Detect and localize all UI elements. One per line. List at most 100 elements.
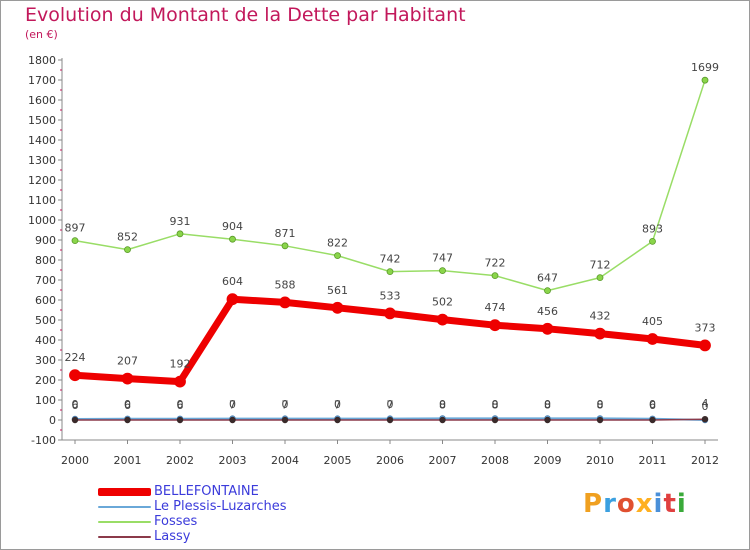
data-label-bellefontaine: 533 [380, 289, 401, 302]
data-point-bellefontaine [121, 372, 134, 385]
legend-swatch-bellefontaine [98, 488, 151, 496]
data-label-le-plessis-luzarches: 6 [124, 399, 131, 412]
data-point-lassy [176, 416, 184, 424]
legend-label-lassy: Lassy [154, 529, 191, 544]
legend-label-bellefontaine: BELLEFONTAINE [154, 484, 259, 499]
y-tick-label: 200 [35, 374, 56, 387]
data-label-bellefontaine: 373 [695, 321, 716, 334]
data-label-bellefontaine: 224 [65, 351, 86, 364]
data-point-fosses [334, 252, 341, 260]
proxiti-logo: Proxiti [583, 489, 687, 519]
logo-letter: i [653, 489, 664, 519]
data-label-le-plessis-luzarches: 7 [282, 399, 289, 412]
data-label-lassy: 0 [439, 398, 446, 411]
logo-letter: x [635, 489, 654, 519]
data-label-fosses: 871 [275, 227, 296, 240]
data-label-bellefontaine: 192 [170, 358, 191, 371]
data-label-lassy: 0 [544, 398, 551, 411]
data-label-le-plessis-luzarches: 6 [177, 399, 184, 412]
logo-letter: i [676, 489, 687, 519]
legend-item-bellefontaine: BELLEFONTAINE [98, 484, 358, 500]
x-tick-label: 2004 [271, 454, 299, 467]
data-label-le-plessis-luzarches: 0 [702, 400, 709, 413]
legend-item-fosses: Fosses [98, 514, 358, 530]
data-label-fosses: 822 [327, 237, 348, 250]
data-label-fosses: 742 [380, 253, 401, 266]
data-point-lassy [544, 416, 551, 424]
data-label-bellefontaine: 604 [222, 275, 243, 288]
legend-label-fosses: Fosses [154, 514, 198, 529]
data-label-le-plessis-luzarches: 7 [387, 399, 394, 412]
data-label-fosses: 931 [170, 215, 191, 228]
data-point-lassy [596, 416, 604, 424]
data-label-fosses: 647 [537, 272, 558, 285]
y-tick-label: 1200 [28, 174, 56, 187]
logo-letter: P [583, 489, 604, 519]
data-point-fosses [71, 237, 79, 245]
y-tick-label: 1000 [28, 214, 56, 227]
y-tick-label: 1800 [28, 54, 56, 67]
x-tick-label: 2009 [534, 454, 562, 467]
y-tick-label: 1500 [28, 114, 56, 127]
data-point-bellefontaine [541, 322, 554, 335]
x-tick-label: 2000 [61, 454, 89, 467]
data-label-bellefontaine: 474 [485, 301, 506, 314]
data-label-lassy: 0 [72, 398, 79, 411]
data-point-bellefontaine [69, 369, 81, 382]
data-label-lassy: 4 [702, 397, 709, 410]
x-tick-label: 2002 [166, 454, 194, 467]
data-point-bellefontaine [436, 313, 449, 326]
chart-unit-label: (en €) [25, 28, 58, 41]
x-tick-label: 2007 [429, 454, 457, 467]
data-point-lassy [334, 416, 341, 424]
x-tick-label: 2005 [324, 454, 352, 467]
y-tick-label: 400 [35, 334, 56, 347]
data-label-le-plessis-luzarches: 8 [492, 398, 499, 411]
data-point-fosses [386, 268, 394, 276]
legend-swatch-fosses [98, 521, 151, 523]
data-point-lassy [71, 416, 79, 424]
y-tick-label: 1600 [28, 94, 56, 107]
data-label-lassy: 0 [649, 398, 656, 411]
legend: BELLEFONTAINE Le Plessis-Luzarches Fosse… [98, 484, 358, 545]
logo-letter: r [603, 489, 617, 519]
y-tick-label: 900 [35, 234, 56, 247]
data-label-fosses: 897 [65, 222, 86, 235]
data-label-le-plessis-luzarches: 8 [544, 398, 551, 411]
data-label-lassy: 0 [282, 398, 289, 411]
data-label-bellefontaine: 561 [327, 284, 348, 297]
chart-title: Evolution du Montant de la Dette par Hab… [25, 4, 466, 26]
y-tick-label: 1700 [28, 74, 56, 87]
data-label-fosses: 722 [485, 257, 506, 270]
y-tick-label: 0 [49, 414, 56, 427]
legend-swatch-le-plessis-luzarches [98, 506, 151, 508]
data-label-fosses: 893 [642, 222, 663, 235]
data-label-bellefontaine: 432 [590, 310, 611, 323]
logo-letter: o [616, 489, 636, 519]
data-label-lassy: 0 [177, 398, 184, 411]
y-tick-label: 1100 [28, 194, 56, 207]
x-tick-label: 2003 [219, 454, 247, 467]
data-point-lassy [701, 416, 709, 423]
data-label-le-plessis-luzarches: 8 [439, 398, 446, 411]
x-tick-label: 2012 [691, 454, 719, 467]
data-label-bellefontaine: 456 [537, 305, 558, 318]
data-point-bellefontaine [226, 293, 239, 306]
data-label-lassy: 0 [229, 398, 236, 411]
data-point-bellefontaine [594, 327, 606, 340]
data-point-lassy [491, 416, 499, 424]
y-tick-label: 1300 [28, 154, 56, 167]
y-tick-label: -100 [31, 434, 56, 447]
data-point-bellefontaine [331, 301, 344, 314]
y-tick-label: 700 [35, 274, 56, 287]
x-tick-label: 2006 [376, 454, 404, 467]
data-point-fosses [124, 246, 131, 254]
data-point-fosses [544, 287, 551, 295]
data-point-fosses [649, 237, 656, 245]
data-label-le-plessis-luzarches: 7 [229, 399, 236, 412]
data-label-fosses: 904 [222, 220, 243, 233]
data-label-le-plessis-luzarches: 6 [649, 399, 656, 412]
data-point-lassy [386, 416, 394, 424]
